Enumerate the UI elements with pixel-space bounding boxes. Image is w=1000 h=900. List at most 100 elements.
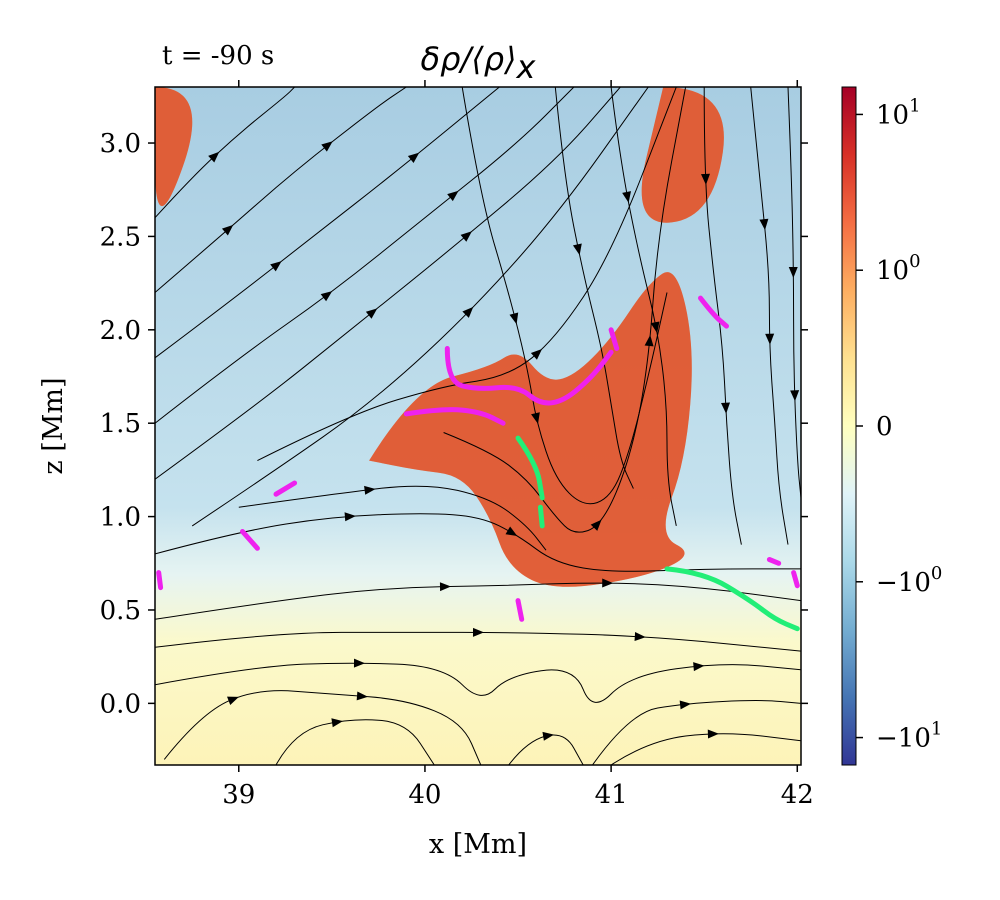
streamline-arrow-7-1 [602, 578, 614, 588]
streamline-arrow-14-0 [542, 731, 555, 741]
streamline-arrow-18-0 [509, 312, 519, 325]
contour-0 [444, 346, 614, 406]
streamline-arrow-20-0 [622, 191, 632, 203]
colorbar-bar [841, 86, 857, 766]
contour-4 [240, 529, 260, 551]
region-upper-left-strip [155, 87, 193, 207]
y-tick-label-1: 0.5 [100, 596, 141, 626]
plot-frame [154, 86, 802, 766]
streamline-18 [461, 87, 668, 505]
colorbar-tick-label-4: −101 [876, 719, 942, 754]
streamline-arrow-1-1 [321, 141, 333, 152]
streamline-arrow-11-0 [331, 718, 343, 728]
streamline-2 [155, 87, 500, 359]
streamline-23 [787, 87, 801, 498]
streamline-16 [238, 485, 547, 551]
heatmap-area [154, 86, 802, 766]
streamline-arrow-8-1 [634, 632, 646, 641]
streamline-arrow-22-0 [759, 218, 769, 231]
streamline-3 [155, 87, 575, 424]
streamline-arrow-21-1 [721, 402, 731, 414]
x-tick-label-1: 40 [408, 780, 441, 810]
streamline-arrow-19-0 [572, 243, 582, 256]
streamline-arrow-7-0 [439, 582, 451, 592]
streamline-9 [155, 662, 801, 703]
streamline-arrow-22-1 [765, 333, 775, 345]
streamline-21 [703, 87, 742, 545]
streamline-6 [257, 87, 677, 462]
streamline-20 [610, 87, 677, 526]
colorbar-tick-base-1: 10 [876, 256, 909, 286]
streamline-arrow-10-1 [356, 691, 368, 701]
streamline-7 [155, 582, 801, 620]
streamline-22 [750, 87, 789, 545]
colorbar-tick-base-3: 10 [898, 568, 931, 598]
streamline-10 [163, 690, 482, 765]
streamline-19 [554, 87, 634, 489]
y-tick-label-0: 0.0 [100, 689, 141, 719]
streamline-13 [610, 733, 801, 765]
colorbar-tick-base-0: 10 [876, 100, 909, 130]
x-axis: 39 40 41 42 [222, 80, 814, 810]
streamline-arrow-18-1 [531, 412, 540, 424]
streamline-arrow-2-1 [407, 152, 420, 164]
contour-6 [608, 327, 620, 351]
contour-5 [515, 598, 525, 622]
streamline-arrow-17-0 [590, 519, 602, 531]
y-tick-label-3: 1.5 [100, 409, 141, 439]
streamline-arrow-23-1 [790, 390, 800, 402]
streamline-0 [155, 87, 295, 219]
chart-title-subscript: x [516, 48, 537, 86]
colorbar-tick-exp-1: 0 [909, 251, 920, 272]
colorbar-tick-sign-3: − [876, 568, 898, 598]
streamlines [155, 87, 801, 765]
y-tick-label-6: 3.0 [100, 129, 141, 159]
streamline-arrow-23-0 [788, 266, 798, 278]
streamline-arrow-15-0 [344, 512, 356, 522]
x-tick-label-0: 39 [222, 780, 255, 810]
colorbar-tick-base-2: 0 [876, 412, 893, 442]
x-axis-label: x [Mm] [429, 829, 527, 860]
streamline-11 [275, 719, 435, 765]
x-tick-label-2: 41 [595, 780, 628, 810]
y-tick-label-4: 2.0 [100, 316, 141, 346]
contour-9 [791, 570, 800, 589]
contours [156, 295, 800, 632]
contour-10 [515, 435, 545, 501]
chart-title: δρ/⟨ρ⟩x [421, 40, 537, 86]
streamline-arrow-17-1 [644, 335, 654, 347]
contour-12 [664, 566, 800, 632]
streamline-1 [155, 87, 407, 293]
y-tick-label-2: 1.0 [100, 503, 141, 533]
colorbar-tick-sign-4: − [876, 724, 898, 754]
y-axis: 0.0 0.5 1.0 1.5 2.0 2.5 3.0 [100, 129, 808, 719]
streamline-arrow-5-0 [462, 306, 474, 318]
streamline-arrow-12-0 [679, 700, 692, 710]
colorbar-tick-label-0: 101 [876, 95, 921, 130]
streamline-arrow-3-0 [320, 291, 333, 302]
y-axis-label: z [Mm] [38, 377, 69, 474]
streamline-arrow-21-0 [701, 173, 710, 185]
streamline-arrow-6-0 [530, 348, 543, 360]
streamline-arrow-8-0 [472, 627, 484, 637]
contour-2 [698, 295, 729, 329]
streamline-15 [155, 513, 801, 572]
contour-7 [156, 570, 164, 591]
streamline-arrow-3-1 [447, 190, 459, 202]
contour-3 [273, 480, 298, 497]
streamline-arrow-10-0 [227, 696, 239, 705]
streamline-arrow-1-0 [221, 224, 234, 236]
y-tick-label-5: 2.5 [100, 222, 141, 252]
colorbar-tick-exp-0: 1 [909, 95, 920, 116]
streamline-arrow-13-0 [707, 729, 719, 739]
streamline-arrow-0-0 [208, 151, 220, 163]
streamline-4 [155, 87, 621, 480]
colorbar-tick-label-3: −100 [876, 563, 942, 598]
streamline-arrow-9-1 [693, 662, 705, 672]
chart-title-main: δρ/⟨ρ⟩ [421, 40, 517, 78]
streamline-arrow-20-1 [650, 321, 660, 334]
streamline-arrow-16-0 [364, 485, 376, 495]
contour-8 [766, 557, 782, 566]
